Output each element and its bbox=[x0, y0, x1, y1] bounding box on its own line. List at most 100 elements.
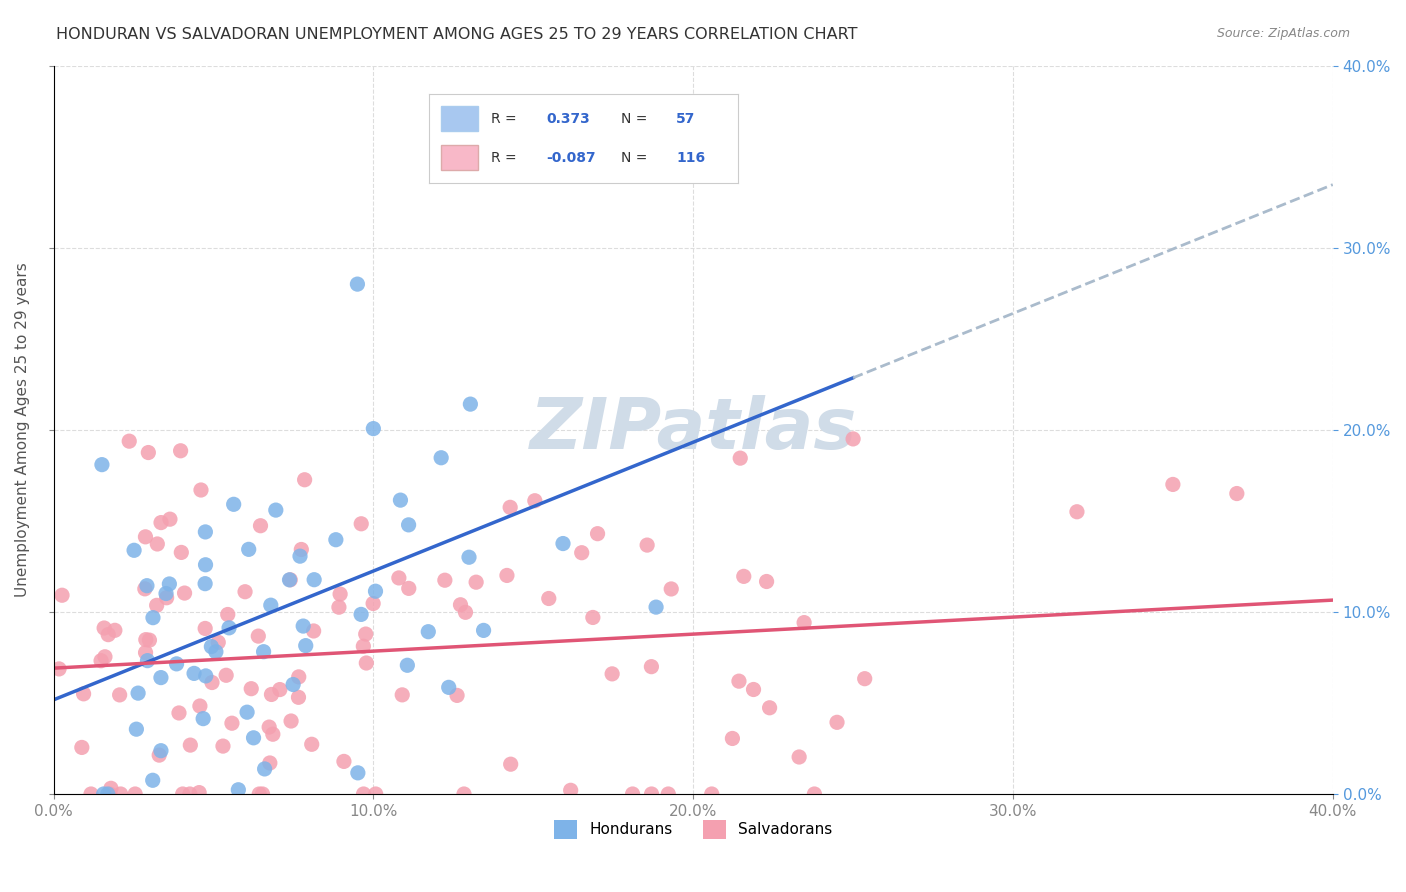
Salvadorans bbox=[269, 682, 291, 697]
Hondurans bbox=[363, 422, 385, 436]
Salvadorans bbox=[247, 787, 270, 801]
Salvadorans bbox=[496, 568, 519, 582]
Text: 57: 57 bbox=[676, 112, 696, 126]
Salvadorans bbox=[233, 584, 256, 599]
Hondurans bbox=[551, 536, 574, 550]
Salvadorans bbox=[391, 688, 413, 702]
Salvadorans bbox=[842, 432, 865, 446]
Text: N =: N = bbox=[620, 151, 647, 165]
Hondurans bbox=[155, 586, 177, 600]
Salvadorans bbox=[155, 591, 177, 605]
Salvadorans bbox=[262, 727, 284, 741]
Salvadorans bbox=[169, 443, 191, 458]
Hondurans bbox=[183, 666, 205, 681]
Hondurans bbox=[288, 549, 311, 563]
Salvadorans bbox=[135, 632, 157, 647]
Salvadorans bbox=[329, 587, 352, 601]
Salvadorans bbox=[145, 599, 167, 613]
Legend: Hondurans, Salvadorans: Hondurans, Salvadorans bbox=[548, 814, 838, 845]
Salvadorans bbox=[659, 582, 682, 596]
Salvadorans bbox=[51, 588, 73, 602]
Salvadorans bbox=[259, 756, 281, 770]
Bar bbox=[441, 106, 478, 131]
Hondurans bbox=[346, 277, 368, 292]
Hondurans bbox=[253, 762, 276, 776]
Salvadorans bbox=[134, 582, 156, 596]
Salvadorans bbox=[70, 740, 93, 755]
Hondurans bbox=[142, 773, 165, 788]
Hondurans bbox=[194, 576, 217, 591]
Salvadorans bbox=[537, 591, 560, 606]
Hondurans bbox=[205, 645, 228, 659]
Hondurans bbox=[194, 558, 217, 572]
Hondurans bbox=[252, 645, 274, 659]
Salvadorans bbox=[48, 662, 70, 676]
Salvadorans bbox=[72, 687, 94, 701]
Hondurans bbox=[350, 607, 373, 622]
Salvadorans bbox=[167, 706, 190, 720]
Hondurans bbox=[292, 619, 315, 633]
Hondurans bbox=[236, 705, 259, 719]
Salvadorans bbox=[853, 672, 876, 686]
Salvadorans bbox=[247, 629, 270, 643]
Hondurans bbox=[157, 577, 180, 591]
Hondurans bbox=[474, 131, 496, 145]
Hondurans bbox=[93, 787, 115, 801]
Salvadorans bbox=[221, 716, 243, 731]
Salvadorans bbox=[249, 518, 271, 533]
Hondurans bbox=[430, 450, 453, 465]
Salvadorans bbox=[640, 787, 662, 801]
Salvadorans bbox=[582, 610, 605, 624]
Text: 116: 116 bbox=[676, 151, 706, 165]
Salvadorans bbox=[621, 787, 644, 801]
Hondurans bbox=[149, 671, 172, 685]
Salvadorans bbox=[398, 582, 420, 596]
Salvadorans bbox=[110, 787, 132, 801]
Hondurans bbox=[142, 610, 165, 624]
Salvadorans bbox=[499, 500, 522, 515]
Salvadorans bbox=[700, 787, 723, 801]
Salvadorans bbox=[146, 537, 169, 551]
Salvadorans bbox=[450, 598, 472, 612]
Salvadorans bbox=[523, 493, 546, 508]
Salvadorans bbox=[787, 750, 810, 764]
Salvadorans bbox=[150, 516, 173, 530]
Text: Source: ZipAtlas.com: Source: ZipAtlas.com bbox=[1216, 27, 1350, 40]
Salvadorans bbox=[108, 688, 131, 702]
Salvadorans bbox=[217, 607, 239, 622]
Salvadorans bbox=[94, 649, 117, 664]
Hondurans bbox=[90, 458, 112, 472]
Salvadorans bbox=[733, 569, 755, 583]
Salvadorans bbox=[290, 542, 312, 557]
Salvadorans bbox=[134, 530, 156, 544]
Salvadorans bbox=[93, 621, 115, 635]
Hondurans bbox=[460, 397, 482, 411]
Salvadorans bbox=[278, 573, 301, 587]
Salvadorans bbox=[138, 633, 160, 648]
Hondurans bbox=[127, 686, 149, 700]
Text: 0.373: 0.373 bbox=[547, 112, 591, 126]
Salvadorans bbox=[361, 597, 384, 611]
Salvadorans bbox=[1066, 505, 1088, 519]
Salvadorans bbox=[721, 731, 744, 746]
Salvadorans bbox=[97, 627, 120, 641]
Salvadorans bbox=[170, 545, 193, 559]
Hondurans bbox=[149, 744, 172, 758]
Text: N =: N = bbox=[620, 112, 647, 126]
Hondurans bbox=[260, 598, 283, 612]
Text: HONDURAN VS SALVADORAN UNEMPLOYMENT AMONG AGES 25 TO 29 YEARS CORRELATION CHART: HONDURAN VS SALVADORAN UNEMPLOYMENT AMON… bbox=[56, 27, 858, 42]
Salvadorans bbox=[465, 575, 488, 590]
Hondurans bbox=[264, 503, 287, 517]
Salvadorans bbox=[194, 622, 217, 636]
Salvadorans bbox=[212, 739, 235, 753]
Salvadorans bbox=[302, 624, 325, 638]
Salvadorans bbox=[571, 546, 593, 560]
Salvadorans bbox=[257, 720, 280, 734]
Salvadorans bbox=[352, 639, 374, 653]
Salvadorans bbox=[135, 646, 157, 660]
Salvadorans bbox=[207, 635, 229, 649]
Salvadorans bbox=[728, 674, 751, 689]
Y-axis label: Unemployment Among Ages 25 to 29 years: Unemployment Among Ages 25 to 29 years bbox=[15, 262, 30, 597]
Hondurans bbox=[228, 782, 250, 797]
Salvadorans bbox=[80, 787, 103, 801]
